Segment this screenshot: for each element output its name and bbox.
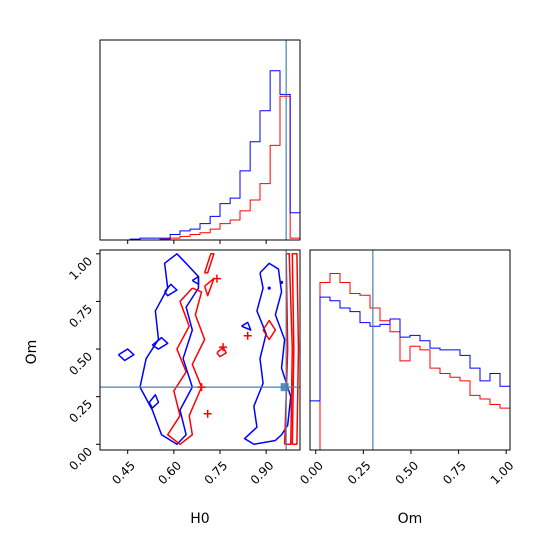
marker-dot-5 <box>279 280 284 284</box>
om-tick-label-1: 0.25 <box>66 397 95 426</box>
panel-hist-om-frame <box>309 249 511 451</box>
contour-red-12 <box>291 253 300 446</box>
om-tick-label-4: 1.00 <box>66 254 95 283</box>
h0-top-ticks <box>127 240 267 244</box>
contour-red-10 <box>203 277 215 297</box>
om-axis-label: Om <box>24 340 40 365</box>
contour-blue-6 <box>241 321 252 331</box>
om-hist-tick-label-3: 0.75 <box>440 458 469 487</box>
panel-hist-h0 <box>99 39 301 244</box>
marker-dot-6 <box>267 286 271 290</box>
marker-plus-0 <box>197 383 206 392</box>
contour-red-11 <box>283 253 294 446</box>
om-hist-tick-label-2: 0.50 <box>393 458 422 487</box>
marker-plus-1 <box>203 409 212 418</box>
contour-blue-3 <box>151 336 169 350</box>
contour-blue-5 <box>191 275 200 286</box>
panel-contour-frame <box>99 249 301 451</box>
contour-blue-0 <box>139 253 200 446</box>
contour-red-8 <box>203 253 215 274</box>
h0-tick-label-3: 0.90 <box>248 458 277 487</box>
panel-hist-h0-frame <box>99 39 301 241</box>
h0-tick-label-0: 0.45 <box>109 458 138 487</box>
marker-plus-4 <box>212 274 221 283</box>
om-hist-axis-label: Om <box>398 511 423 527</box>
contour-blue-1 <box>243 262 292 446</box>
contour-blue-7 <box>148 394 160 409</box>
om-hist-tick-label-0: 0.00 <box>297 458 326 487</box>
om-tick-label-0: 0.00 <box>66 445 95 474</box>
marker-plus-3 <box>243 331 252 340</box>
h0-x-ticks: 0.45 0.60 0.75 0.90 <box>109 450 276 487</box>
truth-point-marker <box>280 383 289 392</box>
om-y-ticks: 0.00 0.25 0.50 0.75 1.00 <box>66 253 100 474</box>
om-hist-series-red <box>310 272 511 451</box>
marker-plus-2 <box>219 343 228 352</box>
contour-layer <box>100 250 300 450</box>
h0-hist-series-blue <box>100 70 300 241</box>
h0-hist-series-red <box>100 95 300 241</box>
h0-histogram-layer <box>100 40 300 241</box>
contour-red-14 <box>216 346 227 358</box>
om-tick-label-2: 0.50 <box>66 349 95 378</box>
contour-blue-4 <box>164 283 178 297</box>
panel-hist-om: 0.00 0.25 0.50 0.75 1.00 Om <box>297 249 517 527</box>
panel-contour-h0-om: 0.45 0.60 0.75 0.90 0.00 0.25 0.50 0.75 1.00 Om… <box>24 249 301 527</box>
contour-red-9 <box>166 287 206 446</box>
om-hist-tick-label-4: 1.00 <box>488 458 517 487</box>
om-hist-tick-label-1: 0.25 <box>345 458 374 487</box>
contour-red-13 <box>262 319 277 341</box>
h0-tick-label-1: 0.60 <box>155 458 184 487</box>
om-histogram-layer <box>309 250 511 451</box>
om-x-ticks: 0.00 0.25 0.50 0.75 1.00 <box>297 450 517 487</box>
om-tick-label-3: 0.75 <box>66 302 95 331</box>
om-hist-series-blue <box>309 296 511 450</box>
h0-axis-label: H0 <box>190 511 209 527</box>
contour-blue-2 <box>117 348 135 362</box>
h0-tick-label-2: 0.75 <box>202 458 231 487</box>
